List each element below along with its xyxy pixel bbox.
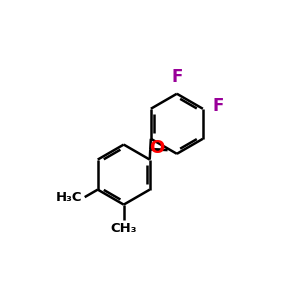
Text: CH₃: CH₃ <box>110 222 137 235</box>
Text: O: O <box>149 139 164 157</box>
Text: F: F <box>171 68 182 86</box>
Text: F: F <box>212 98 224 116</box>
Text: H₃C: H₃C <box>56 190 82 204</box>
